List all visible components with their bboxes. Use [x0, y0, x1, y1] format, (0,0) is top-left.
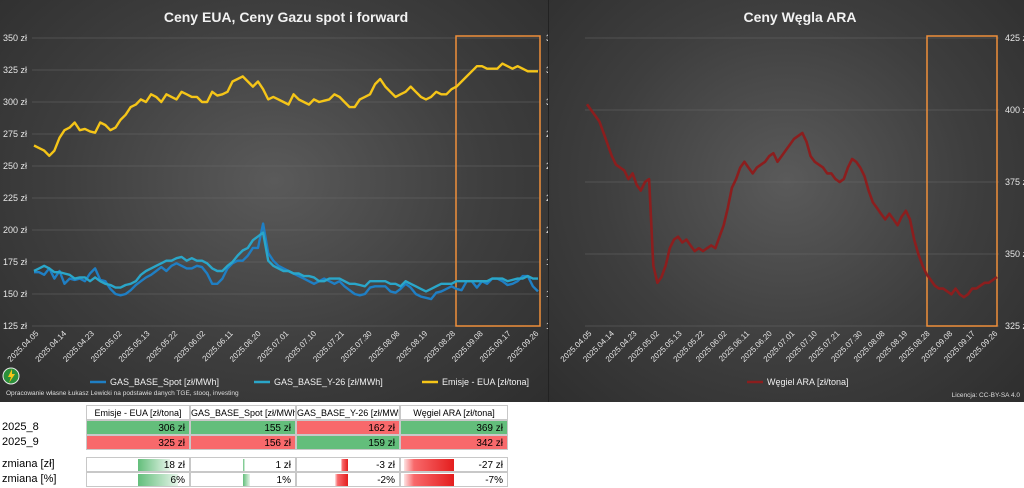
data-bar: [341, 459, 348, 471]
y-tick-label: 175 zł: [3, 257, 27, 267]
table-cell: 306 zł: [86, 420, 190, 435]
table-cell: 369 zł: [400, 420, 508, 435]
table-cell: -27 zł: [400, 457, 508, 472]
logo-icon: [2, 367, 20, 385]
table-cell: 159 zł: [296, 435, 400, 450]
table-row: 2025_9 325 zł 156 zł 159 zł 342 zł: [0, 435, 510, 450]
table-cell: 6%: [86, 472, 190, 487]
cell-value: -3 zł: [376, 460, 395, 471]
data-bar: [334, 474, 348, 486]
y-tick-label: 300 zł: [3, 97, 27, 107]
table-cell: -3 zł: [296, 457, 400, 472]
y-right-tick-label: 325 zł: [546, 65, 548, 75]
series-line-1: [34, 222, 539, 301]
chart-panel-coal: Ceny Węgla ARA 425 zł 400 zł 375 zł 350 zł 3…: [548, 0, 1024, 402]
footnote: Opracowanie własne Łukasz Lewicki na pod…: [6, 390, 239, 397]
table-row: zmiana [%] 6% 1% -2% -7%: [0, 472, 510, 487]
table-cell: -2%: [296, 472, 400, 487]
y-tick-label: 250 zł: [3, 161, 27, 171]
row-label: zmiana [zł]: [2, 458, 55, 470]
y-right-tick-label: 200 zł: [546, 225, 548, 235]
table-header: GAS_BASE_Y-26 [zł/MWh]: [296, 405, 400, 420]
data-bar: [138, 459, 170, 471]
table-cell: 1 zł: [190, 457, 296, 472]
cell-value: -7%: [485, 475, 503, 486]
y-right-tick-label: 175 zł: [546, 257, 548, 267]
y-tick-label: 325 zł: [3, 65, 27, 75]
y-tick-label: 225 zł: [3, 193, 27, 203]
chart-title: Ceny EUA, Ceny Gazu spot i forward: [164, 9, 408, 25]
y-right-tick-label: 150 zł: [546, 289, 548, 299]
table-header-row: Emisje - EUA [zł/tona] GAS_BASE_Spot [zł…: [0, 405, 510, 420]
cell-value: 1 zł: [275, 460, 291, 471]
y-tick-label: 200 zł: [3, 225, 27, 235]
table-cell: 325 zł: [86, 435, 190, 450]
table-header: Węgiel ARA [zł/tona]: [400, 405, 508, 420]
table-cell: -7%: [400, 472, 508, 487]
series-line-2: [33, 231, 538, 293]
legend-label: Emisje - EUA [zł/tona]: [442, 377, 529, 387]
row-label: 2025_9: [2, 436, 39, 448]
y-right-tick-label: 400 zł: [1005, 105, 1024, 115]
y-right-tick-label: 325 zł: [1005, 321, 1024, 331]
y-right-tick-label: 350 zł: [546, 33, 548, 43]
license-note: Licencja: CC-BY-SA 4.0: [952, 392, 1021, 399]
y-right-tick-label: 350 zł: [1005, 249, 1024, 259]
table-cell: 342 zł: [400, 435, 508, 450]
y-tick-label: 125 zł: [3, 321, 27, 331]
table-row: zmiana [zł] 18 zł 1 zł -3 zł -27 zł: [0, 457, 510, 472]
table-cell: 156 zł: [190, 435, 296, 450]
cell-value: 1%: [276, 475, 291, 486]
chart-gas-eua: Ceny EUA, Ceny Gazu spot i forward 350 z…: [2, 9, 548, 397]
data-bar: [404, 459, 454, 471]
series-line-0: [585, 103, 998, 299]
highlight-box: [926, 35, 998, 327]
y-right-tick-label: 375 zł: [1005, 177, 1024, 187]
table-cell: 1%: [190, 472, 296, 487]
data-bar: [243, 459, 245, 471]
cell-value: -27 zł: [478, 460, 503, 471]
chart-coal: Ceny Węgla ARA 425 zł 400 zł 375 zł 350 zł 3…: [559, 9, 1024, 399]
table-header: Emisje - EUA [zł/tona]: [86, 405, 190, 420]
legend-label: Węgiel ARA [zł/tona]: [767, 377, 849, 387]
highlight-box: [455, 35, 541, 327]
y-tick-label: 350 zł: [3, 33, 27, 43]
y-tick-label: 275 zł: [3, 129, 27, 139]
cell-value: 6%: [170, 475, 185, 486]
y-right-tick-label: 275 zł: [546, 129, 548, 139]
data-bar: [138, 474, 179, 486]
table-cell: 155 zł: [190, 420, 296, 435]
cell-value: 18 zł: [163, 460, 185, 471]
y-right-tick-label: 225 zł: [546, 193, 548, 203]
table-header: GAS_BASE_Spot [zł/MWh]: [190, 405, 296, 420]
cell-value: -2%: [377, 475, 395, 486]
row-label: zmiana [%]: [2, 473, 57, 485]
legend-label: GAS_BASE_Y-26 [zł/MWh]: [274, 377, 383, 387]
data-bar: [243, 474, 250, 486]
y-right-tick-label: 300 zł: [546, 97, 548, 107]
y-right-tick-label: 425 zł: [1005, 33, 1024, 43]
chart-title: Ceny Węgla ARA: [743, 9, 856, 25]
table-cell: 18 zł: [86, 457, 190, 472]
data-bar: [404, 474, 454, 486]
table-cell: 162 zł: [296, 420, 400, 435]
row-label: 2025_8: [2, 421, 39, 433]
y-right-tick-label: 125 zł: [546, 321, 548, 331]
series-line-0: [33, 62, 538, 158]
y-right-tick-label: 250 zł: [546, 161, 548, 171]
table-row: 2025_8 306 zł 155 zł 162 zł 369 zł: [0, 420, 510, 435]
legend-label: GAS_BASE_Spot [zł/MWh]: [110, 377, 219, 387]
y-tick-label: 150 zł: [3, 289, 27, 299]
chart-panel-gas-eua: Ceny EUA, Ceny Gazu spot i forward 350 z…: [0, 0, 548, 402]
